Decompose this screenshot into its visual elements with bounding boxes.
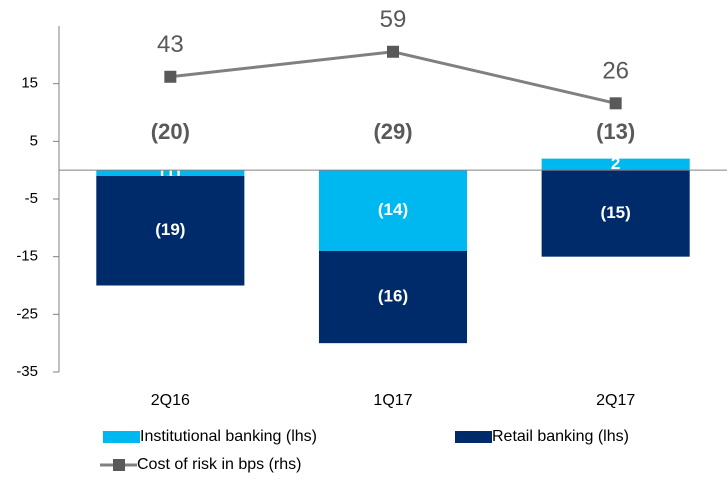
- line-marker: [609, 97, 622, 110]
- bar-segment: [96, 175, 245, 286]
- y-tick-label: 5: [30, 132, 38, 149]
- legend-swatch: [103, 431, 140, 443]
- x-tick-label: 2Q16: [151, 392, 190, 409]
- legend-label: Institutional banking (lhs): [140, 428, 317, 445]
- bar-segment: [318, 250, 468, 344]
- legend-label: Cost of risk in bps (rhs): [137, 456, 301, 473]
- legend-marker: [113, 459, 125, 471]
- y-tick-label: -35: [16, 363, 38, 380]
- y-tick-label: -5: [25, 190, 38, 207]
- bar-segment: [96, 170, 245, 176]
- bar-value-label: (14): [378, 200, 408, 219]
- y-tick-label: 15: [21, 75, 38, 92]
- legend-label: Retail banking (lhs): [492, 428, 629, 445]
- line-value-label: 26: [602, 58, 629, 85]
- bar-value-label: (16): [378, 287, 408, 306]
- total-label: (13): [596, 119, 635, 144]
- y-tick-label: -25: [16, 305, 38, 322]
- bar-value-label: (19): [155, 220, 185, 239]
- line-series: [170, 50, 617, 105]
- x-tick-label: 2Q17: [596, 392, 635, 409]
- total-label: (29): [373, 119, 412, 144]
- x-tick-label: 1Q17: [373, 392, 412, 409]
- bar-segment: [541, 158, 690, 171]
- line-marker: [164, 70, 177, 83]
- y-tick-label: -15: [16, 248, 38, 265]
- legend-swatch: [455, 431, 492, 443]
- line-value-label: 59: [380, 6, 407, 33]
- bar-segment: [541, 170, 690, 257]
- bar-value-label: (15): [601, 203, 631, 222]
- bar-segment: [318, 170, 468, 251]
- total-label: (20): [151, 119, 190, 144]
- line-marker: [387, 45, 399, 58]
- line-value-label: 43: [157, 31, 184, 58]
- bar-value-label: 2: [611, 154, 620, 173]
